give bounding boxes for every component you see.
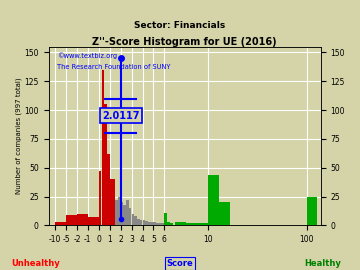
Title: Z''-Score Histogram for UE (2016): Z''-Score Histogram for UE (2016) xyxy=(92,37,277,47)
Bar xyxy=(118,197,121,225)
Bar xyxy=(134,216,137,225)
Bar xyxy=(102,70,104,225)
Bar xyxy=(129,208,131,225)
Bar xyxy=(165,213,167,225)
Bar xyxy=(99,171,102,225)
Bar xyxy=(107,154,110,225)
Bar xyxy=(112,179,115,225)
Bar xyxy=(104,104,107,225)
Bar xyxy=(123,205,126,225)
Bar xyxy=(156,223,159,225)
Bar xyxy=(186,223,197,225)
Bar xyxy=(219,202,230,225)
Text: The Research Foundation of SUNY: The Research Foundation of SUNY xyxy=(57,65,170,70)
Bar xyxy=(110,179,112,225)
Bar xyxy=(132,214,134,225)
Text: ©www.textbiz.org: ©www.textbiz.org xyxy=(57,52,117,59)
Bar xyxy=(121,202,123,225)
Bar xyxy=(140,220,143,225)
Bar xyxy=(175,222,186,225)
Text: Unhealthy: Unhealthy xyxy=(12,259,60,268)
Bar xyxy=(153,222,156,225)
Bar xyxy=(162,223,164,225)
Bar xyxy=(151,222,153,225)
Y-axis label: Number of companies (997 total): Number of companies (997 total) xyxy=(15,78,22,194)
Bar xyxy=(170,223,172,225)
Bar xyxy=(126,200,129,225)
Bar xyxy=(148,222,150,225)
Bar xyxy=(55,222,66,225)
Text: 2.0117: 2.0117 xyxy=(102,111,140,121)
Text: Healthy: Healthy xyxy=(304,259,341,268)
Text: Sector: Financials: Sector: Financials xyxy=(134,21,226,30)
Bar xyxy=(208,175,219,225)
Bar xyxy=(88,217,99,225)
Bar xyxy=(197,223,208,225)
Text: Score: Score xyxy=(167,259,193,268)
Bar xyxy=(77,214,88,225)
Bar xyxy=(307,197,318,225)
Bar xyxy=(137,218,140,225)
Bar xyxy=(66,215,77,225)
Bar xyxy=(115,200,118,225)
Bar xyxy=(167,222,170,225)
Bar xyxy=(159,223,162,225)
Bar xyxy=(143,220,145,225)
Bar xyxy=(145,221,148,225)
